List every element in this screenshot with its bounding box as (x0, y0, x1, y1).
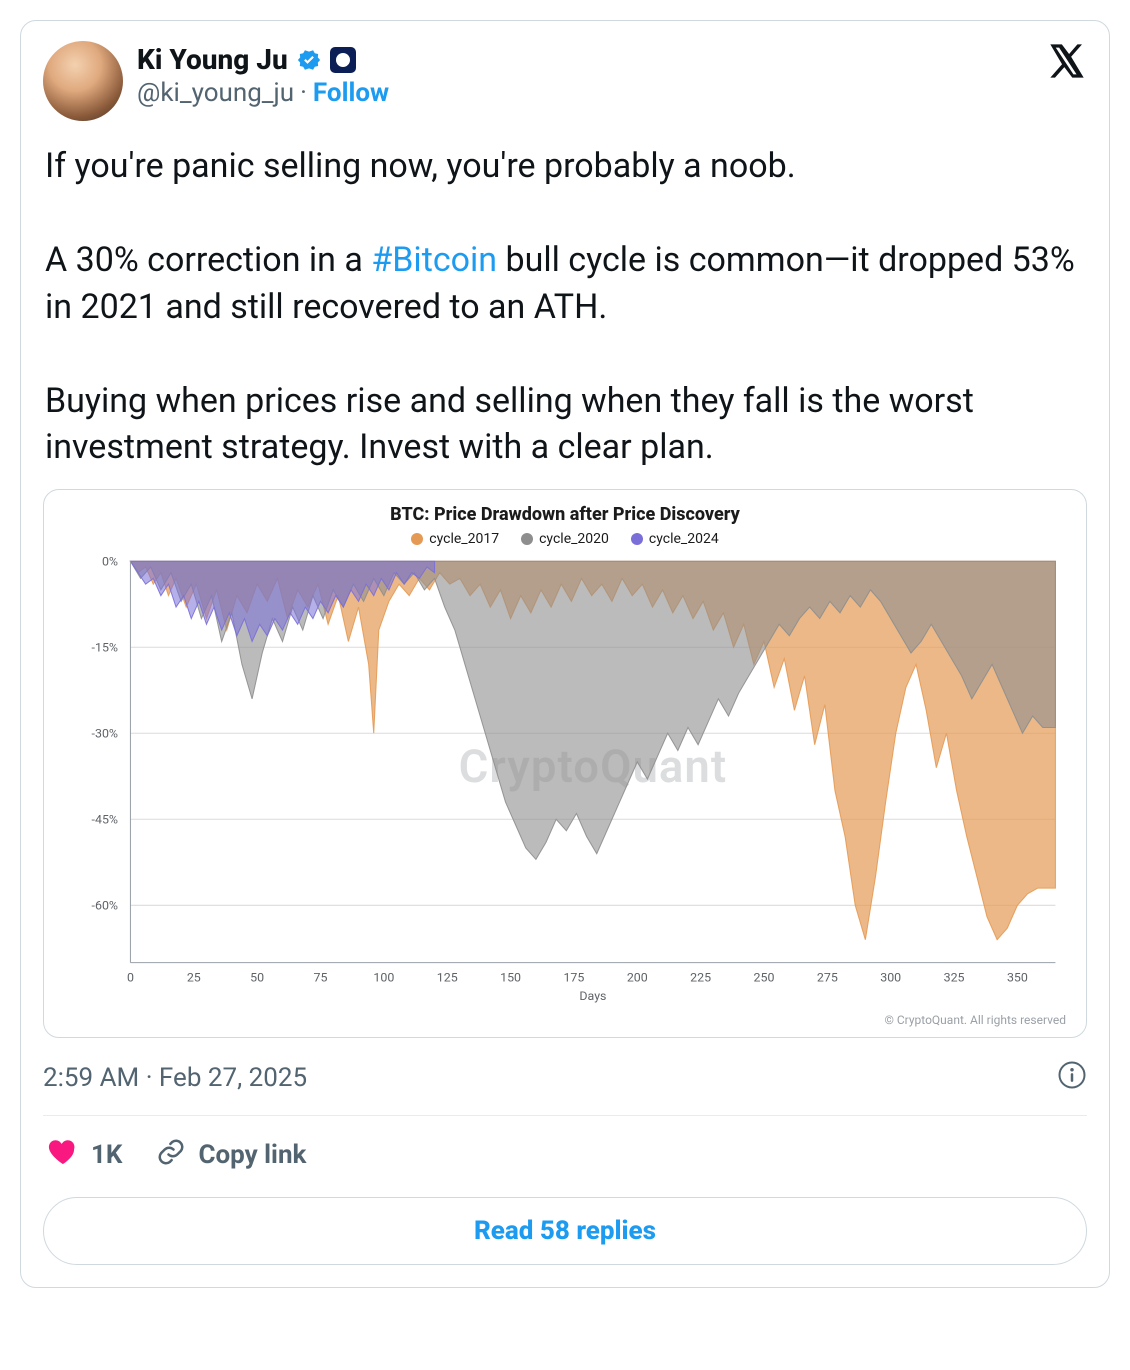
tweet-header: Ki Young Ju @ki_young_ju · Follow (43, 41, 1087, 121)
svg-text:325: 325 (944, 971, 965, 986)
display-name[interactable]: Ki Young Ju (137, 43, 288, 76)
svg-text:-15%: -15% (92, 641, 118, 656)
read-replies-button[interactable]: Read 58 replies (43, 1197, 1087, 1265)
legend-item: cycle_2017 (411, 531, 499, 547)
legend-label: cycle_2017 (429, 531, 499, 547)
tweet-card: Ki Young Ju @ki_young_ju · Follow If you… (20, 20, 1110, 1288)
legend-item: cycle_2024 (631, 531, 719, 547)
svg-text:125: 125 (437, 971, 458, 986)
svg-text:150: 150 (500, 971, 521, 986)
copy-link-button[interactable]: Copy link (156, 1137, 306, 1174)
chart-container[interactable]: BTC: Price Drawdown after Price Discover… (43, 489, 1087, 1037)
svg-text:0%: 0% (102, 555, 118, 569)
dot-separator: · (300, 78, 307, 108)
hashtag-link[interactable]: #Bitcoin (371, 240, 497, 280)
legend-item: cycle_2020 (521, 531, 609, 547)
svg-text:25: 25 (187, 971, 201, 986)
svg-text:275: 275 (817, 971, 838, 986)
legend-label: cycle_2024 (649, 531, 719, 547)
follow-link[interactable]: Follow (313, 78, 389, 108)
tweet-text: If you're panic selling now, you're prob… (45, 143, 1085, 471)
tweet-timestamp[interactable]: 2:59 AM · Feb 27, 2025 (43, 1063, 307, 1093)
chart-title: BTC: Price Drawdown after Price Discover… (58, 504, 1072, 525)
legend-dot-icon (631, 533, 643, 545)
chart-legend: cycle_2017 cycle_2020 cycle_2024 (58, 531, 1072, 547)
tweet-meta-row: 2:59 AM · Feb 27, 2025 (43, 1060, 1087, 1116)
copy-link-label: Copy link (198, 1140, 306, 1170)
svg-text:-60%: -60% (92, 899, 118, 914)
legend-label: cycle_2020 (539, 531, 609, 547)
like-button[interactable]: 1K (47, 1136, 122, 1175)
svg-text:350: 350 (1007, 971, 1028, 986)
x-logo-icon[interactable] (1047, 41, 1087, 85)
user-block: Ki Young Ju @ki_young_ju · Follow (137, 41, 1047, 108)
svg-text:50: 50 (250, 971, 264, 986)
svg-text:0: 0 (127, 971, 134, 986)
svg-text:250: 250 (754, 971, 775, 986)
tweet-actions-row: 1K Copy link (43, 1116, 1087, 1183)
svg-text:200: 200 (627, 971, 648, 986)
link-icon (156, 1137, 186, 1174)
heart-icon (47, 1136, 79, 1175)
like-count: 1K (91, 1140, 122, 1170)
chart-copyright: © CryptoQuant. All rights reserved (58, 1013, 1072, 1027)
legend-dot-icon (521, 533, 533, 545)
verified-badge-icon (296, 47, 322, 73)
affiliation-badge-icon (330, 47, 356, 73)
svg-text:-45%: -45% (92, 813, 118, 828)
svg-text:-30%: -30% (92, 727, 118, 742)
info-icon[interactable] (1057, 1060, 1087, 1097)
legend-dot-icon (411, 533, 423, 545)
svg-text:100: 100 (373, 971, 394, 986)
chart-svg: 0%-15%-30%-45%-60%CryptoQuant02550751001… (58, 555, 1072, 1010)
svg-text:300: 300 (880, 971, 901, 986)
svg-text:Days: Days (579, 989, 606, 1004)
svg-text:225: 225 (690, 971, 711, 986)
avatar[interactable] (43, 41, 123, 121)
svg-text:75: 75 (314, 971, 328, 986)
svg-text:175: 175 (563, 971, 584, 986)
user-handle[interactable]: @ki_young_ju (137, 78, 294, 108)
